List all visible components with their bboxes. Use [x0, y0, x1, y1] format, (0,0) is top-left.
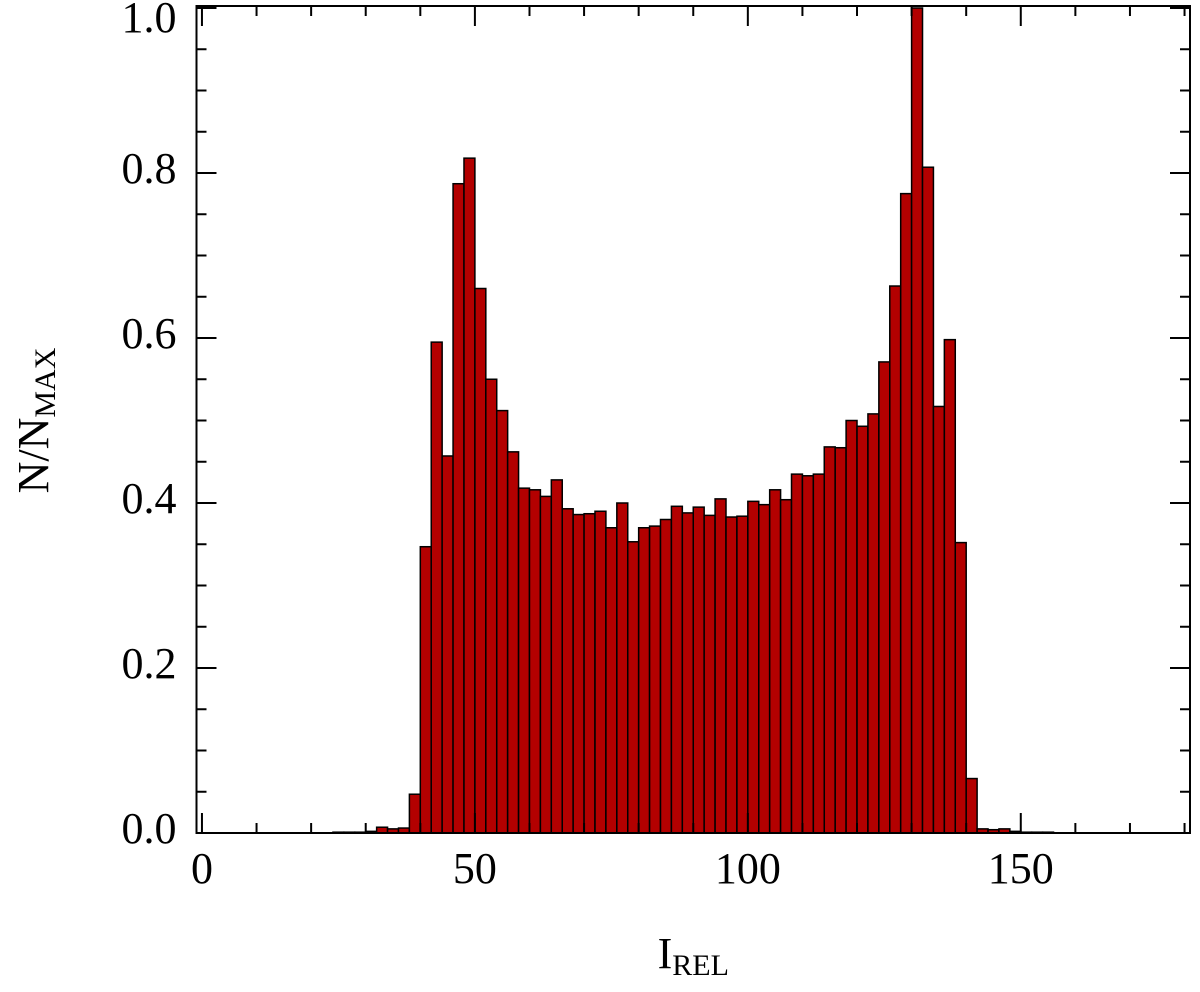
- bar: [899, 192, 913, 834]
- bar: [856, 425, 869, 834]
- bar: [910, 7, 924, 834]
- bar: [583, 512, 596, 834]
- x-axis-title-main: I: [658, 929, 673, 978]
- bar: [474, 287, 487, 834]
- y-tick-label: 0.2: [122, 639, 177, 688]
- bar: [834, 446, 847, 834]
- bar: [561, 508, 574, 834]
- bar: [965, 777, 978, 834]
- bar: [790, 473, 804, 834]
- x-axis-title: IREL: [658, 929, 729, 982]
- x-tick-label: 150: [988, 844, 1054, 893]
- bar: [681, 512, 694, 834]
- bar: [747, 500, 760, 834]
- bar: [867, 413, 880, 834]
- y-tick-label: 0.4: [122, 474, 177, 523]
- bar: [626, 541, 640, 834]
- bar: [550, 479, 563, 834]
- y-tick-label: 1.0: [122, 0, 177, 42]
- y-axis-title-sub: MAX: [29, 347, 62, 417]
- bar: [878, 361, 891, 834]
- bar: [801, 475, 815, 834]
- bar: [572, 513, 585, 834]
- bar: [845, 419, 858, 834]
- bar: [779, 498, 793, 834]
- bar: [714, 498, 727, 834]
- bar: [539, 495, 553, 834]
- bar: [703, 514, 716, 834]
- bar: [823, 446, 836, 834]
- bar: [517, 487, 531, 834]
- bar: [725, 516, 738, 834]
- y-tick-label: 0.0: [122, 804, 177, 853]
- bar: [758, 503, 771, 834]
- x-axis-title-sub: REL: [672, 949, 729, 982]
- bar: [648, 525, 662, 834]
- bar: [943, 338, 957, 834]
- bar: [932, 405, 946, 834]
- bar: [485, 378, 498, 834]
- bar: [768, 489, 782, 834]
- y-tick-label: 0.6: [122, 309, 177, 358]
- bar: [605, 527, 618, 834]
- bar: [812, 473, 826, 834]
- y-axis-title-main: N/N: [9, 418, 58, 494]
- bar: [495, 409, 509, 834]
- x-tick-label: 50: [453, 844, 497, 893]
- bar: [419, 545, 432, 834]
- bar: [921, 166, 935, 834]
- y-axis-title: N/NMAX: [9, 347, 62, 493]
- bar: [430, 341, 443, 834]
- bar: [954, 541, 967, 834]
- bar: [594, 510, 607, 834]
- bar: [670, 505, 684, 834]
- bar: [889, 285, 902, 834]
- bar: [506, 451, 520, 834]
- y-tick-label: 0.8: [122, 144, 177, 193]
- bar: [408, 793, 422, 834]
- bar: [528, 489, 542, 834]
- x-tick-label: 0: [191, 844, 213, 893]
- bar: [452, 182, 465, 834]
- bar: [736, 515, 749, 834]
- bar: [463, 157, 476, 834]
- bar: [692, 506, 705, 834]
- bar: [637, 527, 651, 834]
- bar: [616, 502, 629, 834]
- bar: [441, 455, 454, 834]
- bar: [659, 518, 673, 834]
- x-tick-label: 100: [715, 844, 781, 893]
